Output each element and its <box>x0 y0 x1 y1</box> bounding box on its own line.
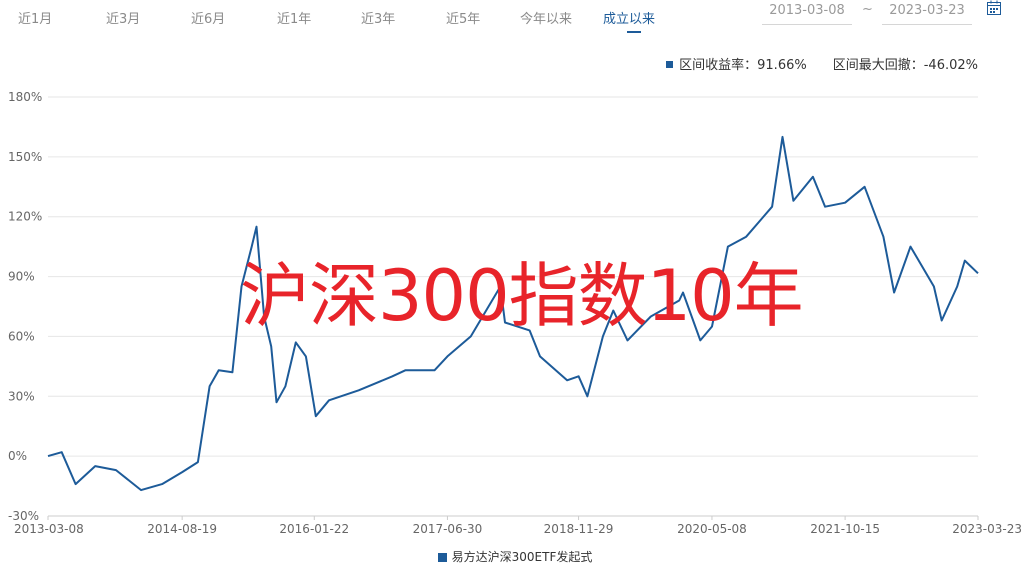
tab-1m[interactable]: 近1月 <box>18 12 53 27</box>
tab-5y[interactable]: 近5年 <box>446 12 481 27</box>
range-tabs: 近1月 近3月 近6月 近1年 近3年 近5年 今年以来 成立以来 <box>0 0 700 34</box>
legend-label: 易方达沪深300ETF发起式 <box>451 550 593 564</box>
tab-ytd[interactable]: 今年以来 <box>520 12 573 27</box>
active-tab-indicator <box>627 31 641 33</box>
x-tick-label: 2014-08-19 <box>147 522 217 536</box>
tab-6m[interactable]: 近6月 <box>191 12 226 27</box>
y-tick-label: 150% <box>8 150 42 164</box>
tab-3m[interactable]: 近3月 <box>106 12 141 27</box>
y-tick-label: -30% <box>8 509 39 523</box>
summary-marker <box>666 61 674 68</box>
interval-summary: 区间收益率：91.66% 区间最大回撤：-46.02% <box>666 54 978 73</box>
tab-since-inception[interactable]: 成立以来 <box>603 12 656 27</box>
series-line <box>47 135 979 492</box>
y-tick-label: 60% <box>8 329 35 343</box>
x-tick-label: 2016-01-22 <box>279 522 349 536</box>
date-separator: ~ <box>862 2 873 17</box>
y-tick-label: 90% <box>8 270 35 284</box>
y-tick-label: 120% <box>8 210 42 224</box>
end-date-input[interactable]: 2023-03-23 <box>882 0 972 25</box>
calendar-icon[interactable] <box>986 0 1002 16</box>
x-tick-label: 2023-03-23 <box>952 522 1022 536</box>
x-tick-label: 2018-11-29 <box>544 522 614 536</box>
x-tick-label: 2013-03-08 <box>14 522 84 536</box>
start-date-input[interactable]: 2013-03-08 <box>762 0 852 25</box>
legend-swatch <box>437 553 447 562</box>
x-tick-label: 2021-10-15 <box>810 522 880 536</box>
drawdown-value: -46.02% <box>923 58 978 73</box>
tab-1y[interactable]: 近1年 <box>277 12 312 27</box>
y-tick-label: 180% <box>8 90 42 104</box>
chart-legend[interactable]: 易方达沪深300ETF发起式 <box>0 548 1030 565</box>
return-label: 区间收益率： <box>679 58 758 73</box>
drawdown-label: 区间最大回撤： <box>832 58 924 73</box>
y-tick-label: 30% <box>8 389 35 403</box>
tab-3y[interactable]: 近3年 <box>361 12 396 27</box>
return-value: 91.66% <box>757 58 807 73</box>
x-tick-label: 2017-06-30 <box>413 522 483 536</box>
watermark-text: 沪深300指数10年 <box>240 255 804 337</box>
x-tick-label: 2020-05-08 <box>677 522 747 536</box>
y-tick-label: 0% <box>8 449 27 463</box>
